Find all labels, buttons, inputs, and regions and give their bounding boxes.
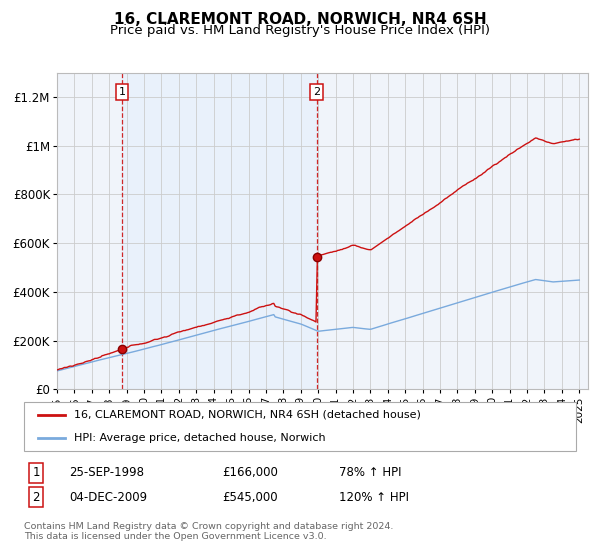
Text: 120% ↑ HPI: 120% ↑ HPI	[339, 491, 409, 504]
Text: 04-DEC-2009: 04-DEC-2009	[69, 491, 147, 504]
Text: £545,000: £545,000	[222, 491, 278, 504]
Text: 2: 2	[32, 491, 40, 504]
Text: This data is licensed under the Open Government Licence v3.0.: This data is licensed under the Open Gov…	[24, 532, 326, 541]
Text: 1: 1	[32, 466, 40, 479]
Text: 2: 2	[313, 87, 320, 97]
Text: 16, CLAREMONT ROAD, NORWICH, NR4 6SH (detached house): 16, CLAREMONT ROAD, NORWICH, NR4 6SH (de…	[74, 410, 421, 420]
Bar	[122, 73, 317, 389]
Text: 16, CLAREMONT ROAD, NORWICH, NR4 6SH: 16, CLAREMONT ROAD, NORWICH, NR4 6SH	[113, 12, 487, 27]
Text: 25-SEP-1998: 25-SEP-1998	[69, 466, 144, 479]
Text: £166,000: £166,000	[222, 466, 278, 479]
FancyBboxPatch shape	[24, 402, 576, 451]
Text: HPI: Average price, detached house, Norwich: HPI: Average price, detached house, Norw…	[74, 433, 325, 444]
Text: Price paid vs. HM Land Registry's House Price Index (HPI): Price paid vs. HM Land Registry's House …	[110, 24, 490, 37]
Text: Contains HM Land Registry data © Crown copyright and database right 2024.: Contains HM Land Registry data © Crown c…	[24, 522, 394, 531]
Text: 78% ↑ HPI: 78% ↑ HPI	[339, 466, 401, 479]
Text: 1: 1	[118, 87, 125, 97]
